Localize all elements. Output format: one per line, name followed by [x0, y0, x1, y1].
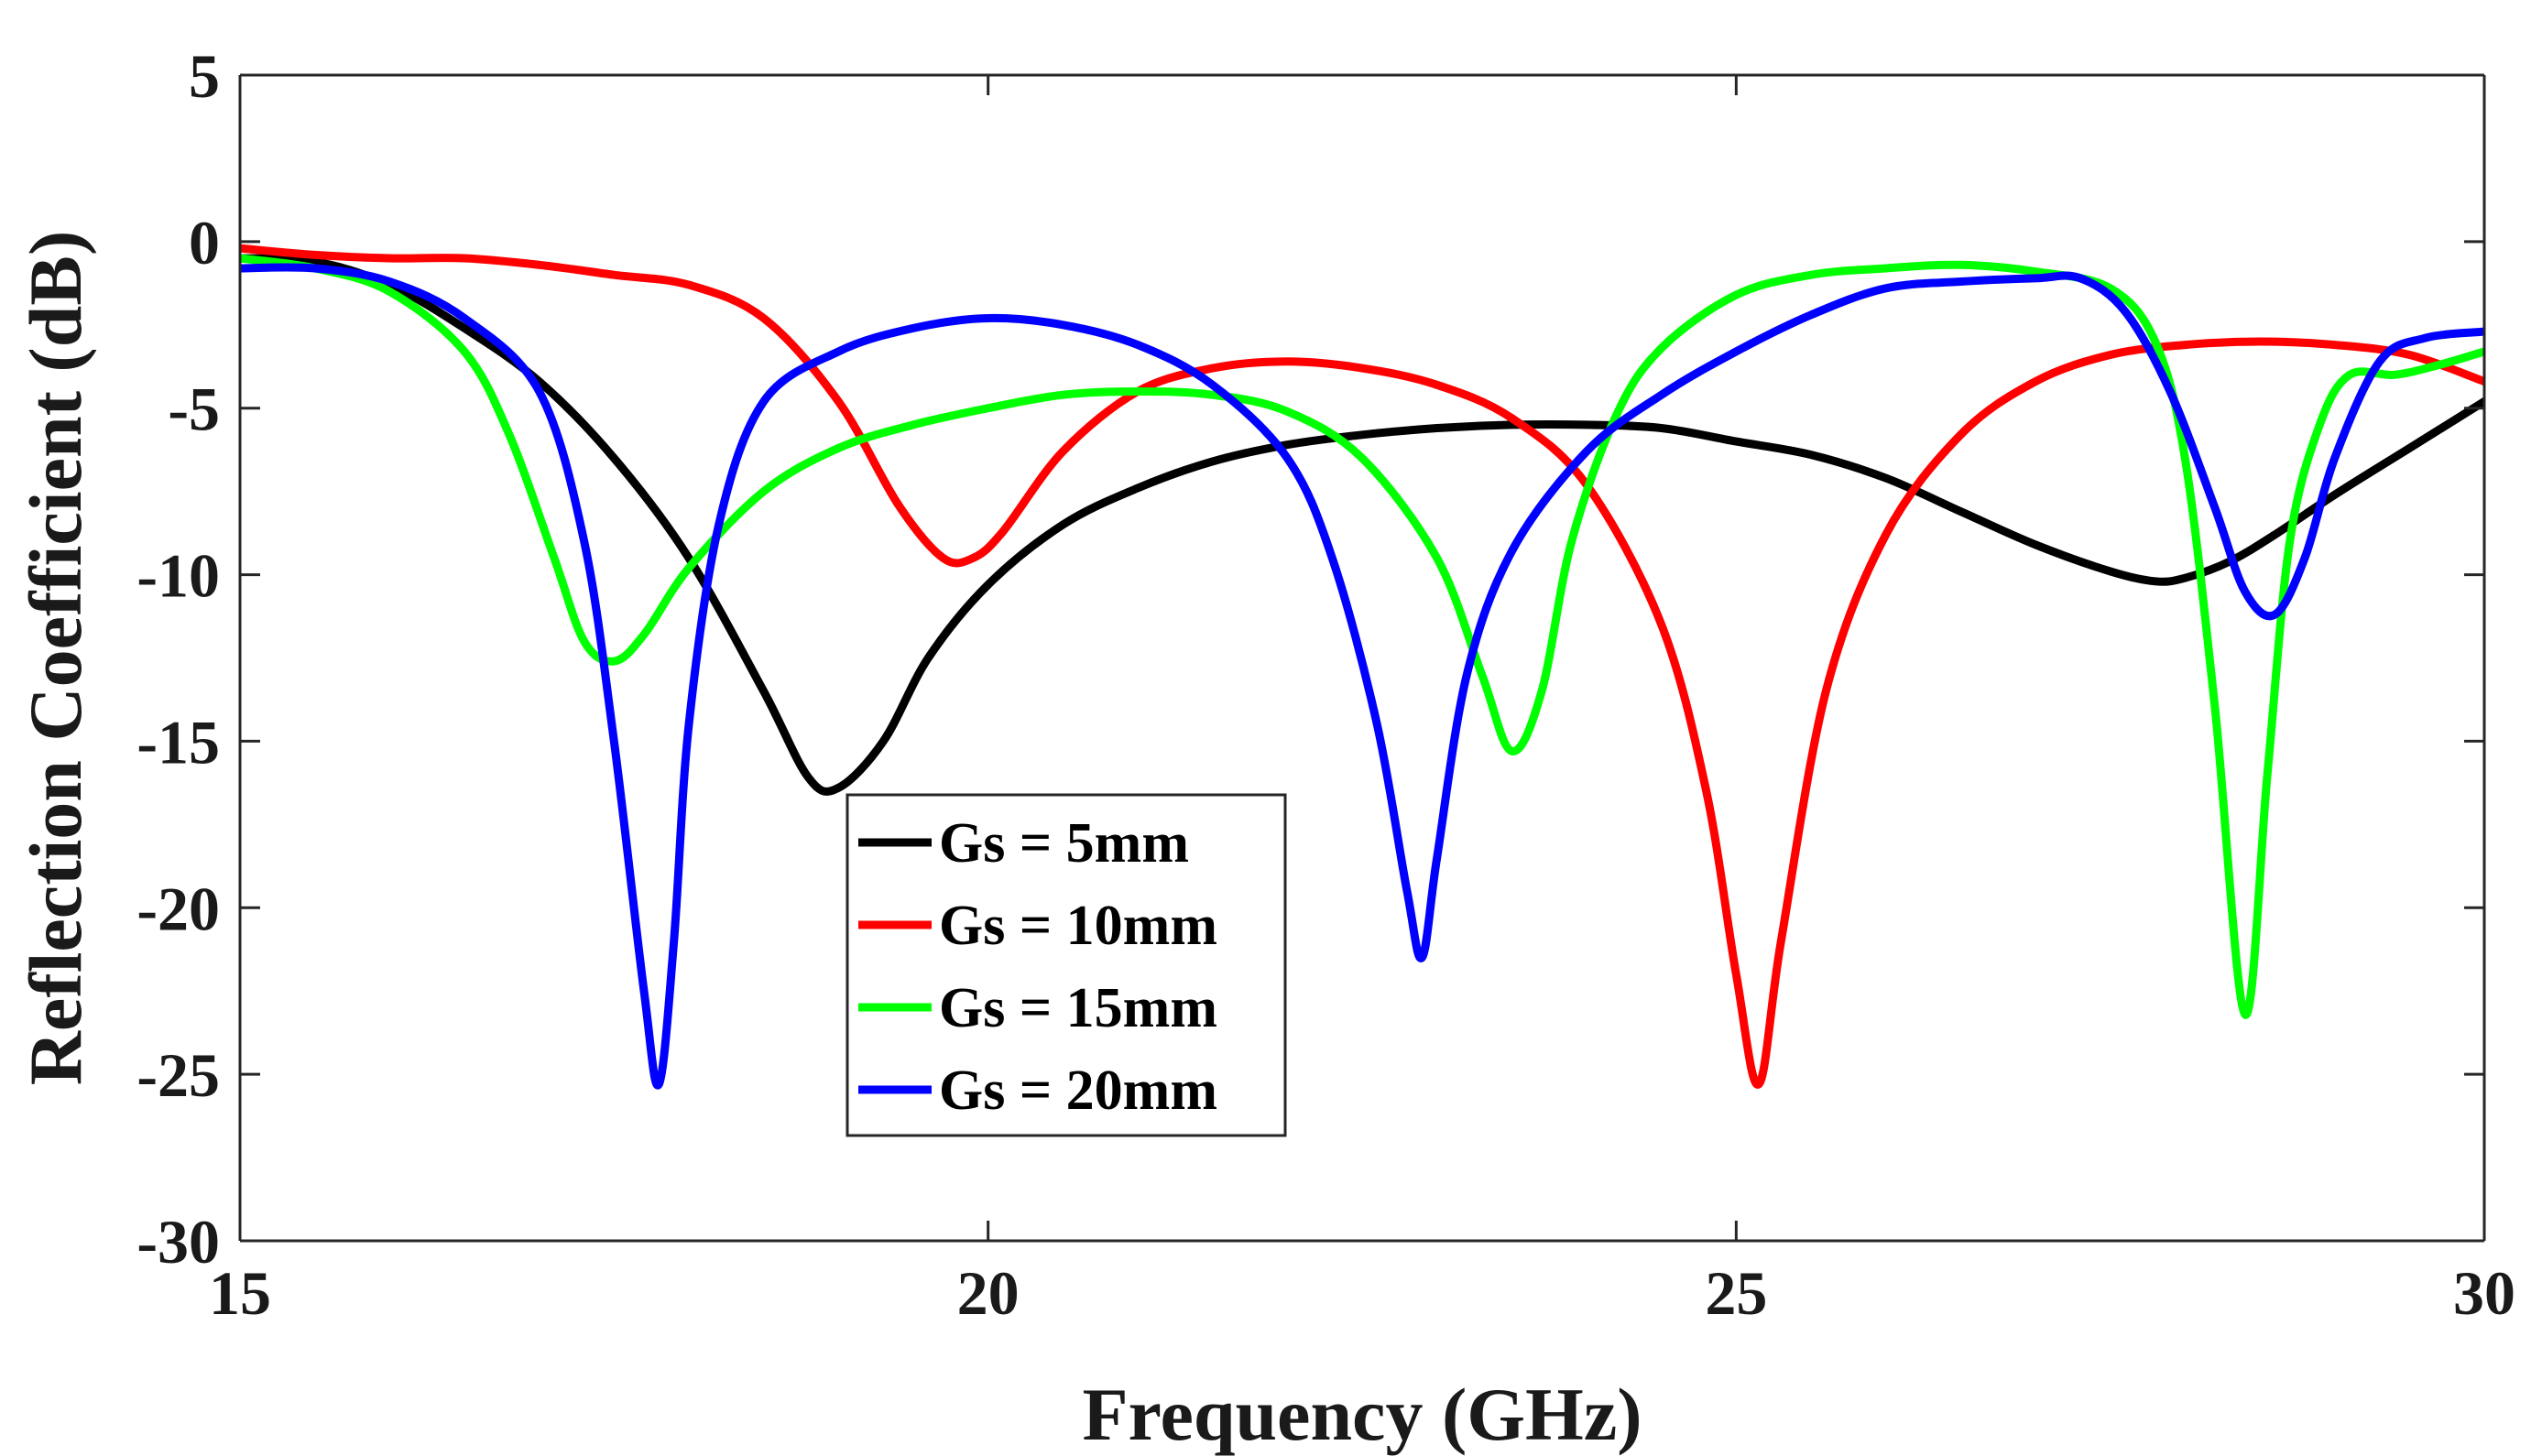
y-tick-label: -25: [136, 1040, 220, 1110]
x-axis-label: Frequency (GHz): [1082, 1373, 1642, 1456]
y-tick-label: 0: [189, 208, 220, 277]
legend-label-2: Gs = 10mm: [939, 895, 1217, 957]
x-tick-label: 20: [957, 1258, 1020, 1328]
ticks: 15 20 25 30 5 0 -5 -10 -15 -20 -25 -30: [136, 41, 2515, 1328]
series-line-1: [240, 254, 2484, 796]
y-tick-label: -15: [136, 707, 220, 777]
series-line-4: [240, 263, 2484, 1090]
y-tick-label: 5: [189, 41, 220, 111]
y-tick-label: -10: [136, 541, 220, 611]
legend-label-1: Gs = 5mm: [939, 812, 1189, 875]
y-tick-label: -30: [136, 1207, 220, 1277]
axes: [238, 73, 2486, 1243]
series-line-3: [240, 254, 2484, 1019]
x-tick-label: 15: [209, 1258, 271, 1328]
series-layer: [240, 244, 2484, 1090]
y-axis-label: Reflection Coefficient (dB): [14, 231, 97, 1086]
legend-label-3: Gs = 15mm: [939, 977, 1217, 1039]
y-tick-label: -5: [168, 375, 220, 444]
x-tick-label: 30: [2453, 1258, 2515, 1328]
legend: Gs = 5mm Gs = 10mm Gs = 15mm Gs = 20mm: [846, 793, 1287, 1137]
legend-label-4: Gs = 20mm: [939, 1059, 1217, 1122]
y-tick-label: -20: [136, 874, 220, 943]
x-tick-label: 25: [1705, 1258, 1767, 1328]
series-line-2: [240, 244, 2484, 1089]
legend-box: [846, 793, 1287, 1137]
